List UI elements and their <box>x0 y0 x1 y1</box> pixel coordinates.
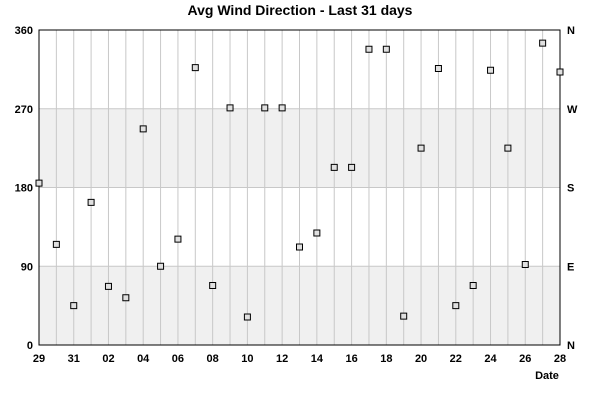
chart-title: Avg Wind Direction - Last 31 days <box>188 2 413 18</box>
x-tick-label: 22 <box>450 353 462 365</box>
data-point <box>434 65 442 72</box>
data-point <box>313 229 321 237</box>
x-tick-label: 04 <box>137 353 150 365</box>
data-point <box>261 104 269 112</box>
x-tick-label: 02 <box>102 353 114 365</box>
data-point <box>400 312 408 320</box>
x-tick-label: 14 <box>311 353 324 365</box>
y2-tick-label: W <box>567 104 578 116</box>
x-tick-label: 29 <box>33 353 45 365</box>
data-point <box>330 163 338 171</box>
y2-axis-tick-labels: N E S W N <box>567 25 578 352</box>
x-axis-tick-labels: 29 31 02 04 06 08 10 12 14 16 18 20 22 24 26 28 <box>33 353 566 365</box>
data-point <box>52 240 60 248</box>
data-point <box>417 144 425 152</box>
x-tick-label: 12 <box>276 353 288 365</box>
data-point <box>104 282 112 290</box>
data-points <box>35 39 564 321</box>
y-axis-tick-labels: 0 90 180 270 360 <box>15 25 33 352</box>
x-tick-label: 16 <box>345 353 357 365</box>
x-tick-label: 28 <box>554 353 566 365</box>
plot-frame <box>38 29 561 346</box>
x-tick-label: 06 <box>172 353 184 365</box>
data-point <box>70 302 78 310</box>
data-point <box>365 45 373 53</box>
x-tick-label: 18 <box>380 353 392 365</box>
data-point <box>278 104 286 112</box>
y2-tick-label: E <box>567 261 574 273</box>
data-point <box>382 45 390 53</box>
y-tick-label: 0 <box>27 340 33 352</box>
x-tick-label: 26 <box>519 353 531 365</box>
data-point <box>539 39 547 47</box>
data-point <box>35 179 43 187</box>
horizontal-gridlines <box>39 108 560 267</box>
x-axis-label: Date <box>535 370 559 382</box>
data-point <box>243 313 251 321</box>
x-tick-label: 31 <box>68 353 80 365</box>
data-point <box>122 294 130 302</box>
y2-tick-label: N <box>567 25 575 37</box>
data-point <box>209 282 217 289</box>
data-point <box>191 64 199 72</box>
data-point <box>139 125 147 133</box>
x-tick-label: 10 <box>241 353 253 365</box>
data-point <box>521 261 529 268</box>
data-point <box>226 104 234 112</box>
data-point <box>469 282 477 289</box>
y-tick-label: 270 <box>15 104 33 116</box>
data-point <box>556 68 564 76</box>
data-point <box>348 163 356 171</box>
data-point <box>452 302 460 310</box>
x-tick-label: 20 <box>415 353 427 365</box>
data-point <box>504 144 512 152</box>
y-tick-label: 180 <box>15 183 33 195</box>
data-point <box>87 198 95 206</box>
data-point <box>487 66 495 74</box>
y-tick-label: 90 <box>21 261 33 273</box>
data-point <box>174 235 182 243</box>
x-tick-label: 08 <box>207 353 219 365</box>
y2-tick-label: N <box>567 340 575 352</box>
y-tick-label: 360 <box>15 25 33 37</box>
x-tick-label: 24 <box>484 353 497 365</box>
y2-tick-label: S <box>567 183 574 195</box>
data-point <box>296 243 303 251</box>
data-point <box>157 262 165 270</box>
